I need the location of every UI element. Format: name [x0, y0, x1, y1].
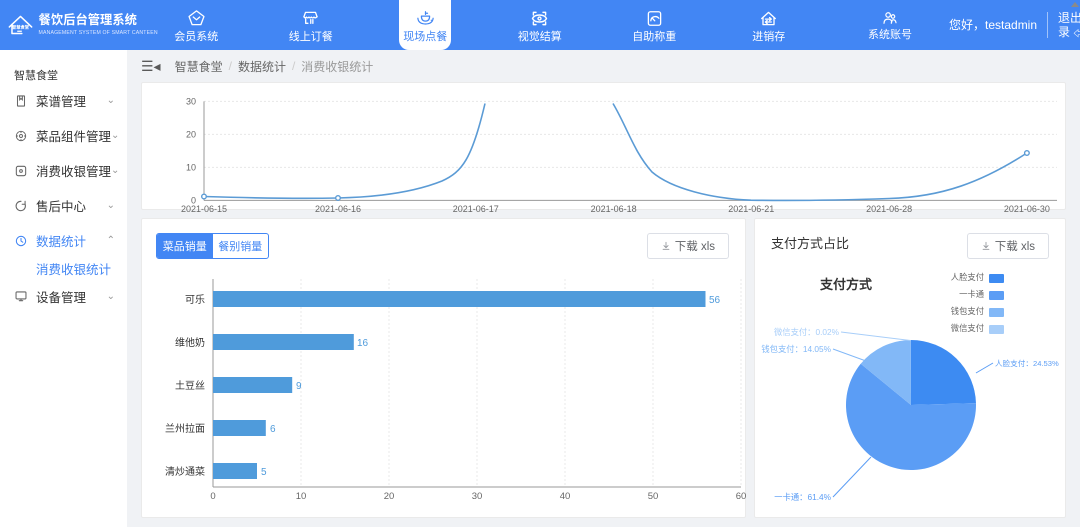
svg-text:2021-06-16: 2021-06-16	[315, 204, 361, 214]
svg-text:60: 60	[736, 491, 747, 502]
svg-text:16: 16	[357, 338, 369, 349]
svg-text:9: 9	[296, 381, 302, 392]
svg-text:人脸支付：24.53%: 人脸支付：24.53%	[995, 358, 1059, 368]
svg-text:微信支付: 微信支付	[951, 323, 984, 333]
svg-text:30: 30	[186, 97, 196, 107]
svg-text:0: 0	[210, 491, 215, 502]
svg-text:20: 20	[384, 491, 395, 502]
svg-text:智慧食堂: 智慧食堂	[12, 23, 30, 30]
svg-text:可乐: 可乐	[185, 294, 205, 306]
svg-text:2021-06-18: 2021-06-18	[591, 204, 637, 214]
svg-text:维他奶: 维他奶	[175, 336, 205, 349]
svg-text:土豆丝: 土豆丝	[175, 379, 205, 392]
svg-text:一卡通: 一卡通	[959, 289, 985, 299]
svg-text:2021-06-15: 2021-06-15	[181, 204, 227, 214]
svg-text:30: 30	[472, 491, 483, 502]
svg-text:支付方式: 支付方式	[819, 277, 872, 292]
svg-text:清炒通菜: 清炒通菜	[165, 465, 205, 478]
svg-text:微信支付：0.02%: 微信支付：0.02%	[774, 327, 840, 337]
svg-text:一卡通：61.4%: 一卡通：61.4%	[774, 492, 831, 502]
svg-text:2021-06-28: 2021-06-28	[866, 204, 912, 214]
svg-text:20: 20	[186, 130, 196, 140]
svg-text:2021-06-17: 2021-06-17	[453, 204, 499, 214]
svg-text:2021-06-21: 2021-06-21	[728, 204, 774, 214]
svg-text:兰州拉面: 兰州拉面	[165, 422, 205, 435]
svg-text:钱包支付：14.05%: 钱包支付：14.05%	[761, 344, 831, 354]
svg-text:56: 56	[709, 295, 721, 306]
svg-text:5: 5	[261, 467, 267, 478]
svg-text:50: 50	[648, 491, 659, 502]
svg-text:10: 10	[186, 163, 196, 173]
svg-text:2021-06-30: 2021-06-30	[1004, 204, 1050, 214]
svg-text:钱包支付: 钱包支付	[951, 306, 984, 316]
svg-text:40: 40	[560, 491, 571, 502]
svg-text:6: 6	[270, 424, 276, 435]
svg-text:10: 10	[296, 491, 307, 502]
svg-text:人脸支付: 人脸支付	[951, 272, 984, 282]
